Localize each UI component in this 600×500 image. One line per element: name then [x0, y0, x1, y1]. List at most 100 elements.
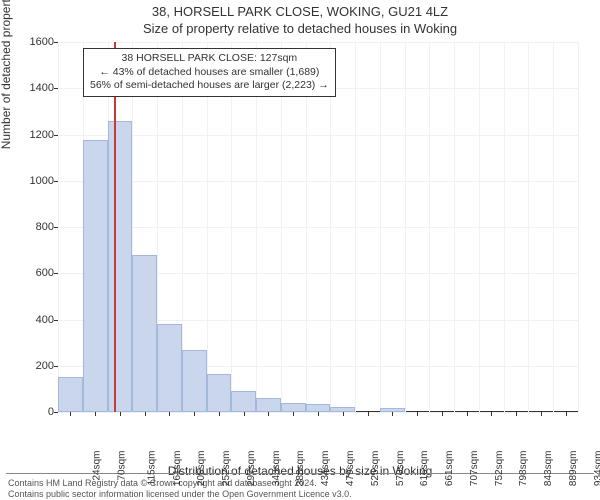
x-tick: [268, 412, 269, 416]
x-tick: [491, 412, 492, 416]
x-tick-label: 707sqm: [469, 451, 480, 487]
x-tick: [417, 412, 418, 416]
x-tick: [145, 412, 146, 416]
x-tick: [120, 412, 121, 416]
property-size-chart: 38, HORSELL PARK CLOSE, WOKING, GU21 4LZ…: [0, 0, 600, 500]
histogram-bar: [306, 404, 331, 412]
grid-line-v: [306, 42, 307, 412]
grid-line-v: [330, 42, 331, 412]
grid-line-v: [256, 42, 257, 412]
x-tick-label: 206sqm: [197, 451, 208, 487]
chart-title-main: 38, HORSELL PARK CLOSE, WOKING, GU21 4LZ: [0, 0, 600, 19]
histogram-bar: [231, 391, 256, 412]
histogram-bar: [281, 403, 306, 412]
x-tick-label: 161sqm: [172, 451, 183, 487]
x-tick-label: 889sqm: [568, 451, 579, 487]
grid-line-v: [355, 42, 356, 412]
y-tick: [54, 227, 58, 228]
x-tick: [318, 412, 319, 416]
y-tick-label: 600: [14, 267, 54, 279]
footer-line2: Contains public sector information licen…: [8, 489, 352, 500]
grid-line-v: [281, 42, 282, 412]
annotation-line2: ← 43% of detached houses are smaller (1,…: [90, 66, 329, 80]
y-tick: [54, 135, 58, 136]
x-tick-label: 525sqm: [370, 451, 381, 487]
grid-line-v: [553, 42, 554, 412]
x-tick-label: 479sqm: [345, 451, 356, 487]
grid-line-v: [429, 42, 430, 412]
x-tick: [541, 412, 542, 416]
grid-line-v: [58, 42, 59, 412]
annotation-line3: 56% of semi-detached houses are larger (…: [90, 79, 329, 93]
x-tick: [95, 412, 96, 416]
x-tick-label: 843sqm: [543, 451, 554, 487]
x-tick: [244, 412, 245, 416]
grid-line-v: [207, 42, 208, 412]
y-tick-label: 1600: [14, 36, 54, 48]
x-tick: [70, 412, 71, 416]
x-tick: [219, 412, 220, 416]
histogram-bar: [108, 121, 133, 412]
x-tick-label: 115sqm: [146, 451, 157, 486]
y-tick: [54, 366, 58, 367]
x-tick-label: 434sqm: [320, 451, 331, 487]
histogram-bar: [182, 350, 207, 412]
grid-line-h: [58, 135, 578, 136]
x-tick-label: 297sqm: [246, 451, 257, 487]
x-tick-label: 661sqm: [444, 451, 455, 487]
x-tick-label: 252sqm: [221, 451, 232, 487]
x-tick-label: 388sqm: [296, 451, 307, 487]
grid-line-v: [405, 42, 406, 412]
x-tick: [368, 412, 369, 416]
y-tick-label: 1400: [14, 82, 54, 94]
x-tick-label: 934sqm: [593, 451, 600, 487]
x-tick-label: 24sqm: [92, 451, 103, 481]
x-tick: [566, 412, 567, 416]
x-tick-label: 752sqm: [494, 451, 505, 487]
grid-line-v: [454, 42, 455, 412]
grid-line-v: [578, 42, 579, 412]
chart-title-sub: Size of property relative to detached ho…: [0, 19, 600, 36]
y-tick-label: 1200: [14, 129, 54, 141]
y-tick-label: 0: [14, 406, 54, 418]
y-tick-label: 200: [14, 360, 54, 372]
highlight-line: [114, 42, 116, 412]
x-tick: [392, 412, 393, 416]
histogram-bar: [58, 377, 83, 412]
histogram-bar: [83, 140, 108, 412]
x-tick: [194, 412, 195, 416]
grid-line-v: [231, 42, 232, 412]
annotation-box: 38 HORSELL PARK CLOSE: 127sqm ← 43% of d…: [83, 48, 336, 97]
x-tick: [169, 412, 170, 416]
y-tick: [54, 88, 58, 89]
y-tick-label: 400: [14, 314, 54, 326]
y-axis-label: Number of detached properties: [0, 0, 13, 149]
grid-line-v: [504, 42, 505, 412]
x-tick: [467, 412, 468, 416]
grid-line-h: [58, 181, 578, 182]
annotation-line1: 38 HORSELL PARK CLOSE: 127sqm: [90, 52, 329, 66]
x-tick: [343, 412, 344, 416]
grid-line-h: [58, 227, 578, 228]
histogram-bar: [132, 255, 157, 412]
y-tick: [54, 181, 58, 182]
histogram-bar: [256, 398, 281, 412]
grid-line-v: [528, 42, 529, 412]
plot-area: [58, 42, 578, 412]
y-tick: [54, 320, 58, 321]
x-tick-label: 343sqm: [271, 451, 282, 487]
y-tick: [54, 412, 58, 413]
y-tick-label: 1000: [14, 175, 54, 187]
grid-line-v: [380, 42, 381, 412]
x-tick: [442, 412, 443, 416]
histogram-bar: [207, 374, 232, 412]
x-tick-label: 798sqm: [518, 451, 529, 487]
histogram-bar: [157, 324, 182, 412]
x-tick: [293, 412, 294, 416]
y-tick: [54, 273, 58, 274]
x-tick-label: 616sqm: [419, 451, 430, 487]
x-tick-label: 570sqm: [395, 451, 406, 487]
y-tick: [54, 42, 58, 43]
y-tick-label: 800: [14, 221, 54, 233]
x-tick-label: 70sqm: [117, 451, 128, 481]
